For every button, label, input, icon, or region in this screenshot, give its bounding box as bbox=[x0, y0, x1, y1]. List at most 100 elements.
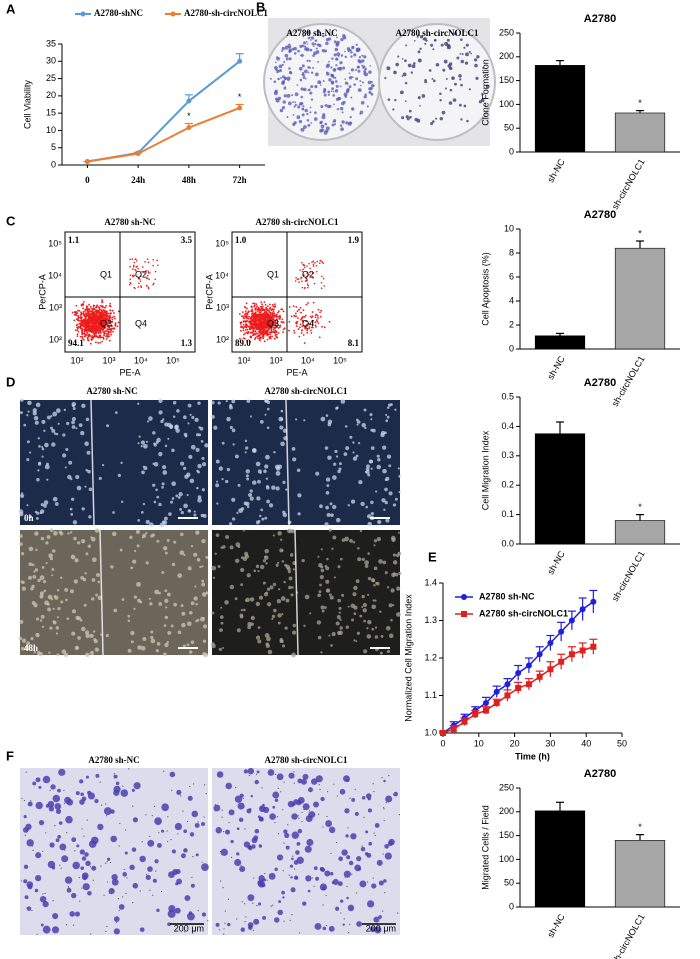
event bbox=[100, 318, 102, 321]
event bbox=[283, 327, 286, 330]
cell bbox=[277, 613, 282, 618]
colony bbox=[297, 49, 300, 53]
colony bbox=[292, 122, 296, 127]
pore bbox=[44, 901, 46, 903]
cell bbox=[33, 651, 36, 654]
cell bbox=[356, 420, 361, 424]
stained-cell bbox=[378, 880, 384, 886]
event bbox=[133, 274, 136, 277]
colony bbox=[333, 53, 337, 57]
event bbox=[259, 337, 262, 340]
stained-cell bbox=[295, 850, 300, 855]
cell bbox=[324, 446, 329, 450]
colony bbox=[432, 79, 436, 83]
stained-cell bbox=[35, 874, 42, 882]
stained-cell bbox=[132, 882, 139, 889]
colony bbox=[349, 49, 352, 52]
event bbox=[77, 314, 79, 317]
cell bbox=[201, 579, 205, 583]
stained-cell bbox=[27, 884, 33, 890]
cell bbox=[266, 602, 272, 607]
cell bbox=[239, 614, 244, 619]
pore bbox=[132, 901, 134, 904]
cell bbox=[260, 508, 264, 512]
pore bbox=[113, 773, 115, 775]
event bbox=[105, 322, 108, 325]
cell bbox=[295, 418, 298, 421]
stained-cell bbox=[26, 906, 32, 911]
pore bbox=[42, 893, 44, 895]
event bbox=[308, 327, 310, 330]
pore bbox=[230, 856, 233, 858]
cell bbox=[81, 626, 86, 632]
quadrant-value: 8.1 bbox=[348, 338, 360, 348]
event bbox=[89, 335, 92, 337]
cell bbox=[384, 431, 387, 435]
cell bbox=[175, 428, 180, 433]
cell bbox=[337, 565, 341, 569]
cell bbox=[349, 435, 353, 439]
cell bbox=[280, 441, 285, 447]
colony bbox=[306, 118, 310, 122]
event bbox=[310, 332, 313, 334]
colony bbox=[333, 123, 337, 126]
data-point bbox=[450, 726, 457, 733]
pore bbox=[248, 774, 250, 777]
stained-cell bbox=[274, 798, 279, 802]
event bbox=[95, 335, 98, 337]
colony bbox=[297, 105, 301, 109]
cell bbox=[319, 583, 322, 587]
event bbox=[276, 322, 278, 325]
colony bbox=[342, 66, 346, 70]
y-tick-label: 0.0 bbox=[501, 538, 514, 548]
event bbox=[266, 338, 269, 341]
event bbox=[268, 324, 270, 327]
pore bbox=[276, 816, 278, 818]
event bbox=[89, 328, 92, 331]
event bbox=[103, 334, 105, 337]
event bbox=[96, 312, 98, 315]
event bbox=[261, 315, 263, 317]
event bbox=[252, 322, 255, 325]
pore bbox=[349, 923, 351, 925]
pore bbox=[325, 925, 328, 927]
event bbox=[95, 321, 97, 324]
colony bbox=[298, 103, 301, 106]
colony bbox=[310, 85, 314, 89]
cell bbox=[85, 417, 90, 422]
event bbox=[304, 327, 307, 330]
image-caption: A2780 sh-circNOLC1 bbox=[264, 386, 348, 396]
cell bbox=[371, 578, 376, 583]
colony bbox=[335, 84, 339, 88]
cell bbox=[388, 633, 394, 639]
event bbox=[298, 281, 300, 283]
cell bbox=[186, 494, 189, 497]
event bbox=[264, 324, 267, 327]
pore bbox=[217, 831, 220, 834]
event bbox=[318, 336, 321, 339]
event bbox=[265, 326, 268, 329]
event bbox=[80, 326, 82, 329]
bar bbox=[614, 840, 666, 908]
event bbox=[269, 320, 271, 323]
colony bbox=[332, 90, 335, 93]
pore bbox=[333, 783, 335, 785]
colony bbox=[281, 49, 284, 53]
event bbox=[87, 313, 90, 316]
colony bbox=[301, 44, 305, 48]
pore bbox=[132, 805, 134, 807]
pore bbox=[373, 832, 375, 834]
stained-cell bbox=[42, 775, 51, 784]
pore bbox=[381, 777, 383, 779]
cell bbox=[255, 564, 260, 569]
colony bbox=[324, 103, 328, 107]
event bbox=[248, 328, 251, 331]
stained-cell bbox=[315, 775, 323, 783]
event bbox=[303, 274, 305, 276]
cell bbox=[132, 559, 137, 564]
stained-cell bbox=[289, 864, 294, 868]
pore bbox=[99, 781, 101, 783]
colony bbox=[410, 71, 414, 74]
colony bbox=[308, 88, 311, 91]
stained-cell bbox=[356, 921, 362, 927]
